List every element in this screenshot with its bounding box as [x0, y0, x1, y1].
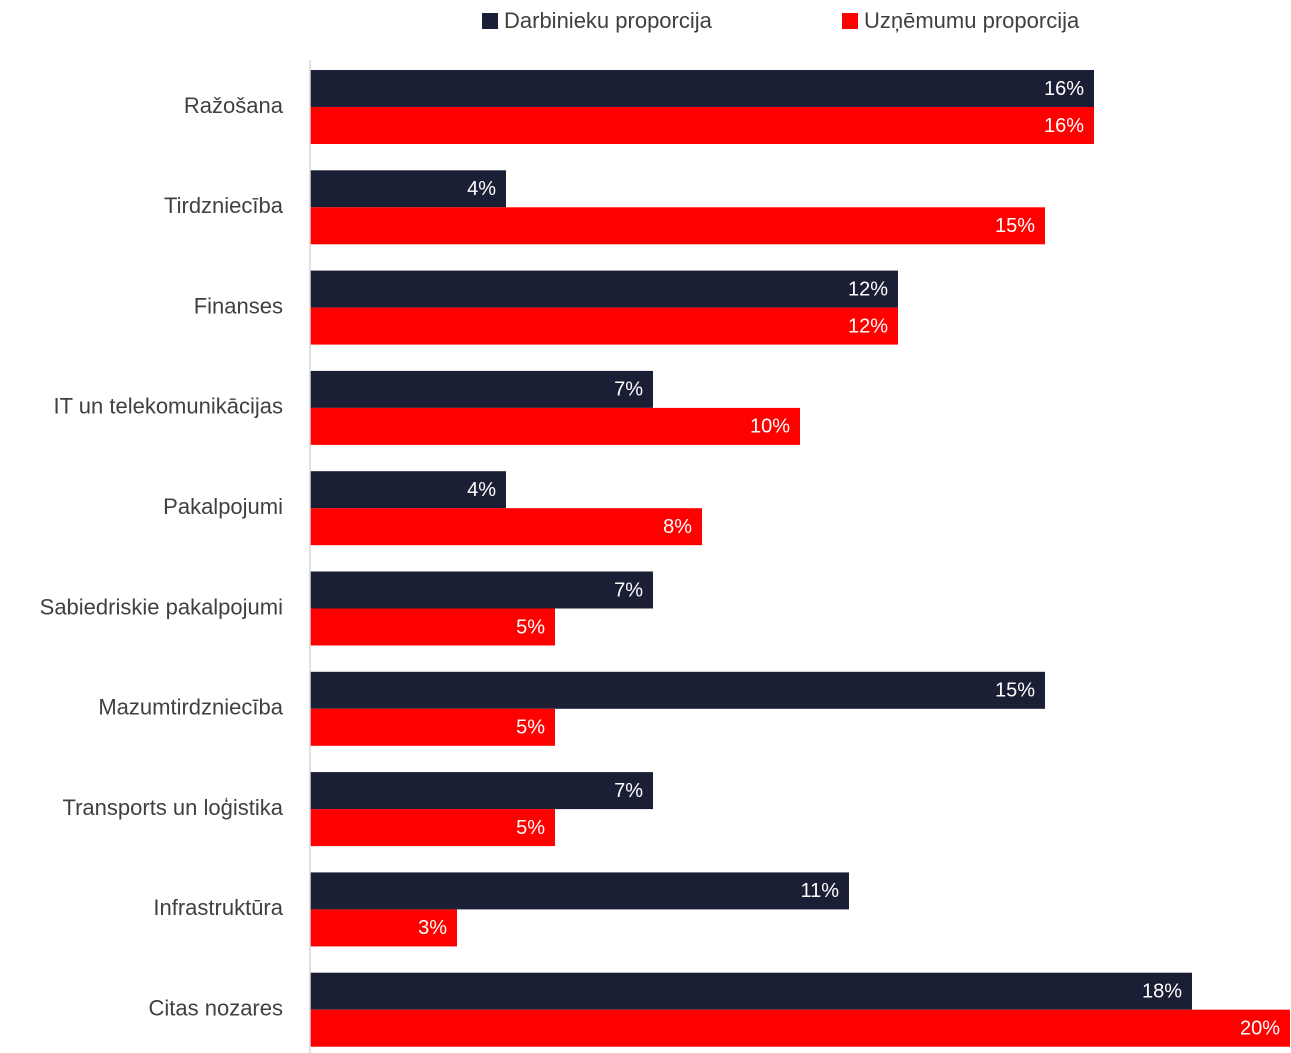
category-label: Citas nozares — [148, 996, 283, 1021]
data-label: 16% — [1044, 115, 1084, 137]
bar-companies — [310, 307, 898, 345]
data-label: 18% — [1142, 980, 1182, 1002]
data-label: 15% — [995, 680, 1035, 702]
legend-swatch-companies — [842, 13, 858, 29]
data-label: 3% — [418, 917, 447, 939]
legend-item-employees: Darbinieku proporcija — [482, 8, 712, 34]
data-label: 15% — [995, 215, 1035, 237]
data-label: 5% — [516, 616, 545, 638]
category-label: Sabiedriskie pakalpojumi — [40, 594, 283, 619]
bar-employees — [310, 170, 506, 208]
bars-group: Ražošana 16% 16% Tirdzniecība 4% 15% Finanses 1… — [40, 70, 1290, 1047]
bar-companies — [310, 1009, 1290, 1047]
data-label: 4% — [467, 479, 496, 501]
bar-companies — [310, 207, 1045, 245]
bar-employees — [310, 471, 506, 509]
bar-employees — [310, 70, 1094, 107]
bar-employees — [310, 972, 1192, 1010]
bar-companies — [310, 809, 555, 847]
category-label: Tirdzniecība — [164, 193, 284, 218]
bar-companies — [310, 407, 800, 445]
bar-employees — [310, 872, 849, 910]
category-label: Pakalpojumi — [163, 494, 283, 519]
data-label: 10% — [750, 416, 790, 438]
category-label: Mazumtirdzniecība — [98, 695, 283, 720]
bar-companies — [310, 508, 702, 546]
data-label: 5% — [516, 817, 545, 839]
bar-employees — [310, 671, 1045, 709]
data-label: 8% — [663, 516, 692, 538]
data-label: 11% — [800, 880, 839, 902]
category-label: Transports un loģistika — [62, 795, 283, 820]
legend-label-companies: Uzņēmumu proporcija — [864, 8, 1080, 33]
data-label: 7% — [614, 780, 643, 802]
data-label: 12% — [848, 278, 888, 300]
data-label: 12% — [848, 315, 888, 337]
category-label: Finanses — [194, 293, 283, 318]
data-label: 16% — [1044, 78, 1084, 100]
data-label: 7% — [614, 379, 643, 401]
category-label: IT un telekomunikācijas — [54, 394, 284, 419]
category-label: Infrastruktūra — [153, 895, 283, 920]
data-label: 5% — [516, 717, 545, 739]
bar-companies — [310, 708, 555, 746]
bar-employees — [310, 270, 898, 308]
legend-item-companies: Uzņēmumu proporcija — [842, 8, 1079, 34]
chart-legend: Darbinieku proporcija Uzņēmumu proporcij… — [0, 8, 1291, 40]
legend-swatch-employees — [482, 13, 498, 29]
bar-companies — [310, 909, 457, 947]
bar-companies — [310, 608, 555, 646]
legend-label-employees: Darbinieku proporcija — [504, 8, 712, 33]
data-label: 4% — [467, 178, 496, 200]
data-label: 20% — [1240, 1017, 1280, 1039]
bar-companies — [310, 107, 1094, 144]
data-label: 7% — [614, 579, 643, 601]
bar-employees — [310, 772, 653, 810]
bar-employees — [310, 571, 653, 609]
category-label: Ražošana — [184, 93, 284, 118]
bar-employees — [310, 370, 653, 408]
